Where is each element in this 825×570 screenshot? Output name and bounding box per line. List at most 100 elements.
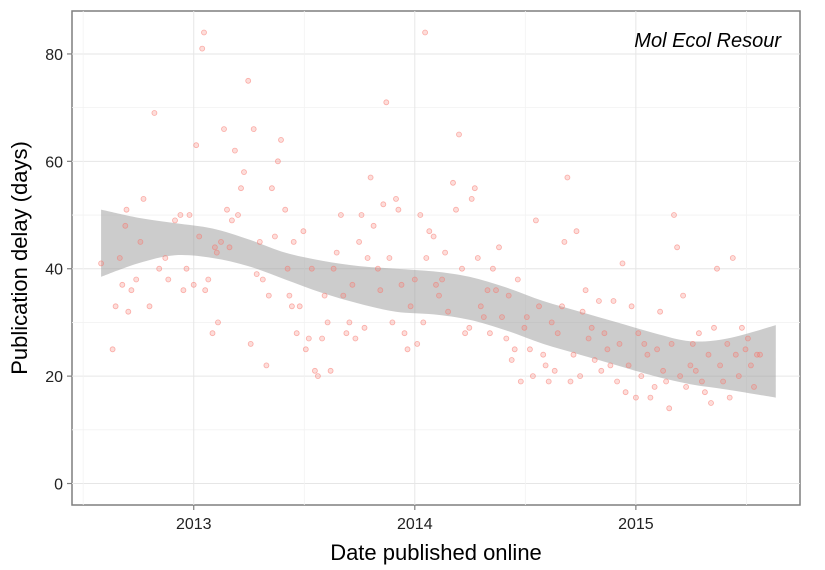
data-point (616, 340, 623, 347)
data-point (442, 249, 449, 256)
x-tick-label: 2014 (397, 516, 433, 533)
data-point (302, 346, 309, 353)
data-point (311, 367, 318, 374)
data-point (296, 303, 303, 310)
data-point (215, 319, 221, 326)
data-point (327, 367, 334, 374)
data-point (278, 136, 284, 143)
data-point (417, 212, 424, 218)
data-point (477, 303, 484, 310)
data-point (361, 324, 368, 331)
data-point (202, 287, 209, 294)
y-tick-label: 0 (54, 477, 63, 494)
data-point (663, 378, 669, 385)
data-point (352, 335, 359, 342)
data-point (98, 260, 104, 267)
data-point (228, 217, 235, 224)
data-point (466, 324, 473, 331)
data-point (265, 292, 272, 299)
data-point (570, 351, 577, 358)
data-point (377, 287, 384, 294)
data-point (383, 99, 390, 106)
data-point (224, 206, 230, 213)
data-point (720, 378, 726, 385)
data-point (459, 265, 465, 272)
data-point (530, 373, 536, 380)
data-point (370, 222, 377, 229)
data-point (367, 174, 374, 181)
data-point (414, 340, 421, 347)
data-point (533, 217, 539, 224)
data-point (633, 394, 639, 401)
data-point (286, 292, 293, 299)
data-point (689, 340, 696, 347)
data-point (420, 319, 427, 326)
data-point (165, 276, 172, 283)
data-point (426, 228, 433, 235)
data-point (577, 373, 583, 380)
data-point (308, 265, 315, 272)
data-point (536, 303, 542, 310)
data-point (112, 303, 119, 310)
data-point (601, 330, 608, 337)
data-point (511, 346, 518, 353)
data-point (221, 126, 227, 133)
data-point (247, 340, 254, 347)
data-point (527, 346, 533, 353)
data-point (545, 378, 552, 385)
panel-title: Mol Ecol Resour (634, 30, 782, 52)
data-point (256, 238, 263, 245)
data-point (156, 265, 163, 272)
data-point (186, 212, 193, 218)
data-points (98, 29, 763, 412)
data-point (739, 324, 745, 331)
data-point (238, 185, 244, 192)
data-point (404, 346, 411, 353)
data-point (253, 271, 260, 278)
data-point (133, 276, 140, 283)
data-point (190, 281, 197, 288)
data-point (314, 373, 321, 380)
data-point (282, 206, 289, 213)
data-point (480, 314, 487, 321)
data-point (614, 378, 620, 385)
data-point (711, 324, 717, 331)
data-point (340, 292, 347, 299)
data-point (607, 362, 614, 369)
data-point (349, 281, 356, 288)
data-point (687, 362, 694, 369)
data-point (641, 340, 648, 347)
data-point (677, 373, 683, 380)
data-point (754, 351, 760, 358)
data-point (284, 265, 291, 272)
data-point (757, 351, 763, 358)
data-point (567, 378, 574, 385)
data-point (551, 367, 558, 374)
data-point (241, 169, 247, 176)
data-point (183, 265, 190, 272)
data-point (496, 244, 502, 251)
data-point (493, 287, 499, 294)
data-point (393, 195, 399, 202)
data-point (274, 158, 281, 165)
data-point (471, 185, 478, 192)
data-point (356, 238, 363, 245)
y-tick-label: 40 (45, 262, 63, 279)
data-point (668, 340, 675, 347)
data-point (436, 292, 442, 299)
data-point (395, 206, 402, 213)
data-point (271, 233, 278, 240)
data-point (445, 308, 452, 315)
data-point (625, 362, 632, 369)
data-point (724, 340, 731, 347)
data-point (140, 195, 147, 202)
data-point (474, 255, 481, 261)
data-point (250, 126, 257, 133)
data-point (559, 303, 565, 310)
data-point (671, 212, 677, 218)
data-point (172, 217, 178, 224)
data-point (389, 319, 396, 326)
data-point (263, 362, 270, 369)
data-point (514, 276, 521, 283)
